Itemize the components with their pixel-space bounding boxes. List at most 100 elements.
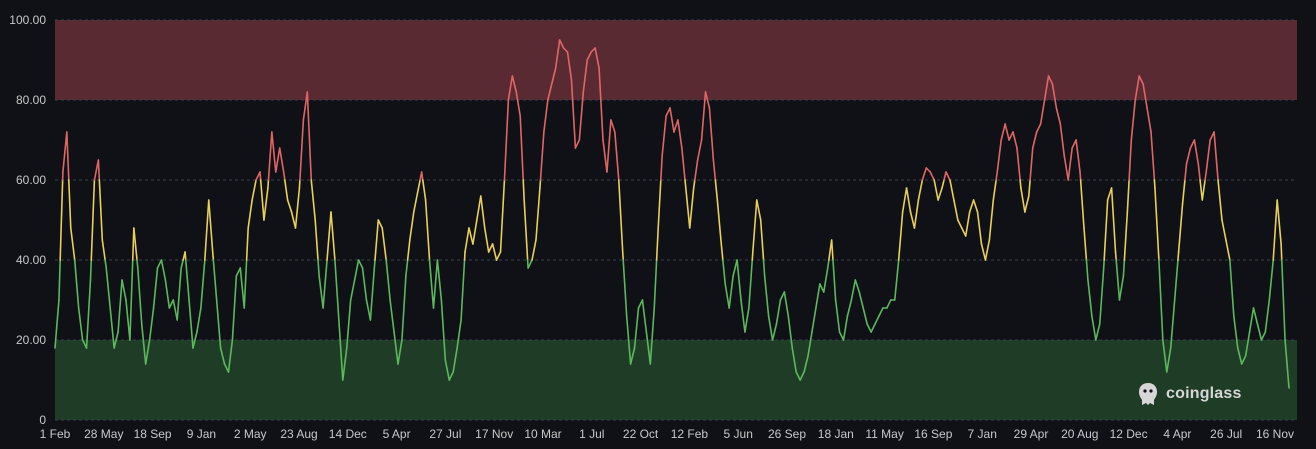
y-tick-label: 100.00	[9, 13, 46, 27]
y-tick-label: 80.00	[16, 93, 46, 107]
series-segment	[1281, 244, 1282, 260]
series-segment	[1198, 164, 1200, 180]
series-segment	[477, 196, 481, 220]
x-tick-label: 26 Sep	[768, 427, 806, 441]
series-segment	[1096, 324, 1100, 340]
series-segment	[288, 200, 292, 212]
series-segment	[106, 268, 110, 308]
series-segment	[607, 120, 611, 172]
series-segment	[118, 280, 122, 332]
series-segment	[1088, 280, 1092, 316]
series-segment	[137, 260, 138, 268]
series-segment	[784, 292, 788, 316]
series-segment	[75, 260, 79, 308]
series-segment	[524, 200, 527, 260]
series-segment	[252, 180, 256, 200]
series-segment	[1020, 180, 1021, 188]
series-segment	[1202, 180, 1205, 200]
series-segment	[709, 108, 713, 160]
series-segment	[1005, 124, 1009, 140]
series-segment	[871, 324, 875, 332]
series-segment	[1159, 260, 1163, 340]
series-segment	[926, 168, 930, 172]
series-segment	[523, 180, 524, 200]
series-segment	[1273, 200, 1277, 260]
series-segment	[1257, 324, 1261, 340]
series-segment	[79, 308, 83, 340]
series-segment	[899, 212, 903, 260]
series-segment	[402, 276, 406, 340]
x-tick-label: 9 Jan	[187, 427, 216, 441]
series-segment	[318, 260, 319, 276]
series-segment	[895, 260, 899, 300]
zone-band-0	[55, 340, 1297, 420]
y-tick-label: 20.00	[16, 333, 46, 347]
series-segment	[867, 324, 871, 332]
y-tick-label: 60.00	[16, 173, 46, 187]
series-segment	[390, 300, 394, 332]
series-segment	[1009, 132, 1013, 140]
series-segment	[1178, 252, 1179, 260]
series-segment	[122, 280, 126, 300]
series-segment	[497, 252, 501, 260]
series-segment	[930, 172, 934, 180]
series-segment	[186, 260, 189, 300]
series-segment	[954, 200, 958, 220]
series-segment	[244, 260, 246, 308]
series-segment	[240, 268, 244, 308]
series-segment	[461, 260, 464, 320]
series-segment	[1056, 108, 1060, 124]
series-segment	[828, 260, 829, 268]
series-segment	[300, 120, 303, 180]
series-segment	[623, 260, 626, 316]
series-segment	[1092, 316, 1096, 340]
series-segment	[911, 212, 915, 228]
series-segment	[205, 200, 209, 260]
series-segment	[1041, 100, 1045, 124]
series-segment	[1068, 148, 1072, 180]
x-tick-label: 28 May	[84, 427, 123, 441]
series-segment	[1100, 268, 1104, 324]
series-segment	[686, 188, 690, 228]
series-segment	[847, 300, 851, 316]
series-segment	[264, 188, 268, 220]
series-segment	[907, 188, 911, 212]
series-segment	[1282, 260, 1285, 340]
series-segment	[173, 300, 177, 320]
series-segment	[914, 200, 918, 228]
series-segment	[1021, 188, 1025, 212]
series-segment	[169, 300, 173, 308]
series-segment	[1269, 260, 1273, 300]
series-segment	[970, 200, 974, 212]
series-segment	[99, 180, 102, 240]
series-segment	[1206, 140, 1210, 172]
series-segment	[843, 316, 847, 340]
series-segment	[323, 260, 327, 308]
series-segment	[213, 252, 214, 260]
series-segment	[966, 212, 970, 236]
series-segment	[1183, 180, 1185, 204]
series-segment	[674, 120, 678, 132]
series-segment	[422, 172, 423, 180]
series-segment	[315, 220, 318, 260]
zone-band-1	[55, 20, 1297, 100]
series-segment	[1154, 180, 1155, 188]
series-segment	[812, 308, 816, 332]
series-segment	[410, 212, 414, 240]
series-segment	[1147, 108, 1151, 132]
series-segment	[165, 280, 169, 308]
x-tick-label: 20 Aug	[1061, 427, 1098, 441]
series-segment	[351, 280, 355, 300]
series-segment	[1250, 308, 1254, 332]
series-segment	[366, 300, 370, 320]
series-segment	[611, 120, 615, 132]
series-segment	[311, 180, 315, 220]
series-segment	[331, 212, 335, 260]
series-segment	[922, 168, 926, 180]
series-segment	[284, 172, 285, 180]
series-segment	[946, 172, 950, 180]
series-segment	[154, 268, 158, 308]
series-segment	[102, 240, 105, 260]
